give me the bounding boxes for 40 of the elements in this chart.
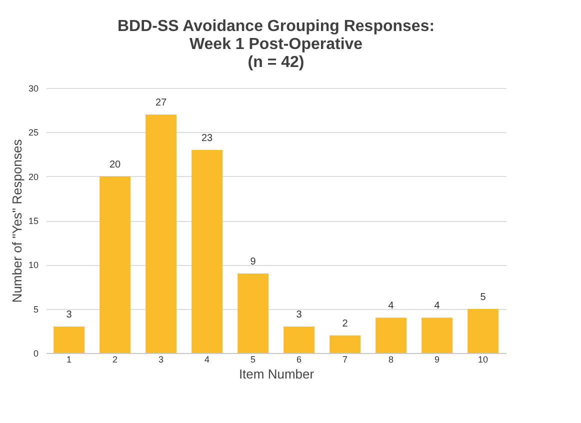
y-tick-label: 20 (28, 172, 38, 182)
y-tick-label: 0 (33, 348, 38, 358)
y-tick-label: 15 (28, 216, 38, 226)
data-label: 4 (434, 300, 440, 312)
data-label: 9 (250, 256, 256, 268)
x-tick-label: 10 (478, 354, 488, 364)
y-axis-title: Number of "Yes" Responses (9, 138, 24, 303)
data-label: 3 (296, 310, 302, 320)
x-tick-label: 5 (250, 354, 256, 364)
data-label: 3 (66, 310, 72, 320)
x-tick-label: 8 (388, 354, 394, 364)
data-label: 5 (480, 292, 486, 303)
chart-title: BDD-SS Avoidance Grouping Responses: Week 1 Post-Operative (n = 42) (117, 18, 435, 71)
y-tick-label: 5 (33, 304, 38, 314)
bar (146, 114, 176, 353)
bar (376, 318, 406, 353)
data-label: 23 (201, 132, 213, 144)
bar (284, 326, 314, 353)
data-label: 20 (109, 159, 121, 170)
y-tick-label: 10 (28, 260, 38, 270)
y-tick-label: 25 (28, 128, 38, 138)
x-tick-label: 9 (434, 354, 440, 364)
bar (54, 326, 84, 353)
bar (100, 176, 130, 353)
bar (192, 150, 222, 353)
bar (422, 318, 452, 353)
data-label: 2 (342, 318, 348, 330)
x-tick-label: 7 (342, 354, 348, 364)
bar (330, 335, 360, 353)
x-tick-label: 4 (204, 354, 210, 364)
x-axis-title: Item Number (238, 366, 315, 382)
x-tick-label: 1 (66, 354, 72, 364)
x-tick-label: 3 (158, 354, 164, 364)
bar (238, 274, 268, 353)
data-label: 4 (388, 300, 394, 312)
bar (468, 308, 498, 353)
data-label: 27 (155, 98, 167, 108)
y-tick-label: 30 (28, 84, 38, 94)
x-tick-label: 6 (296, 354, 302, 364)
x-tick-label: 2 (112, 354, 118, 364)
